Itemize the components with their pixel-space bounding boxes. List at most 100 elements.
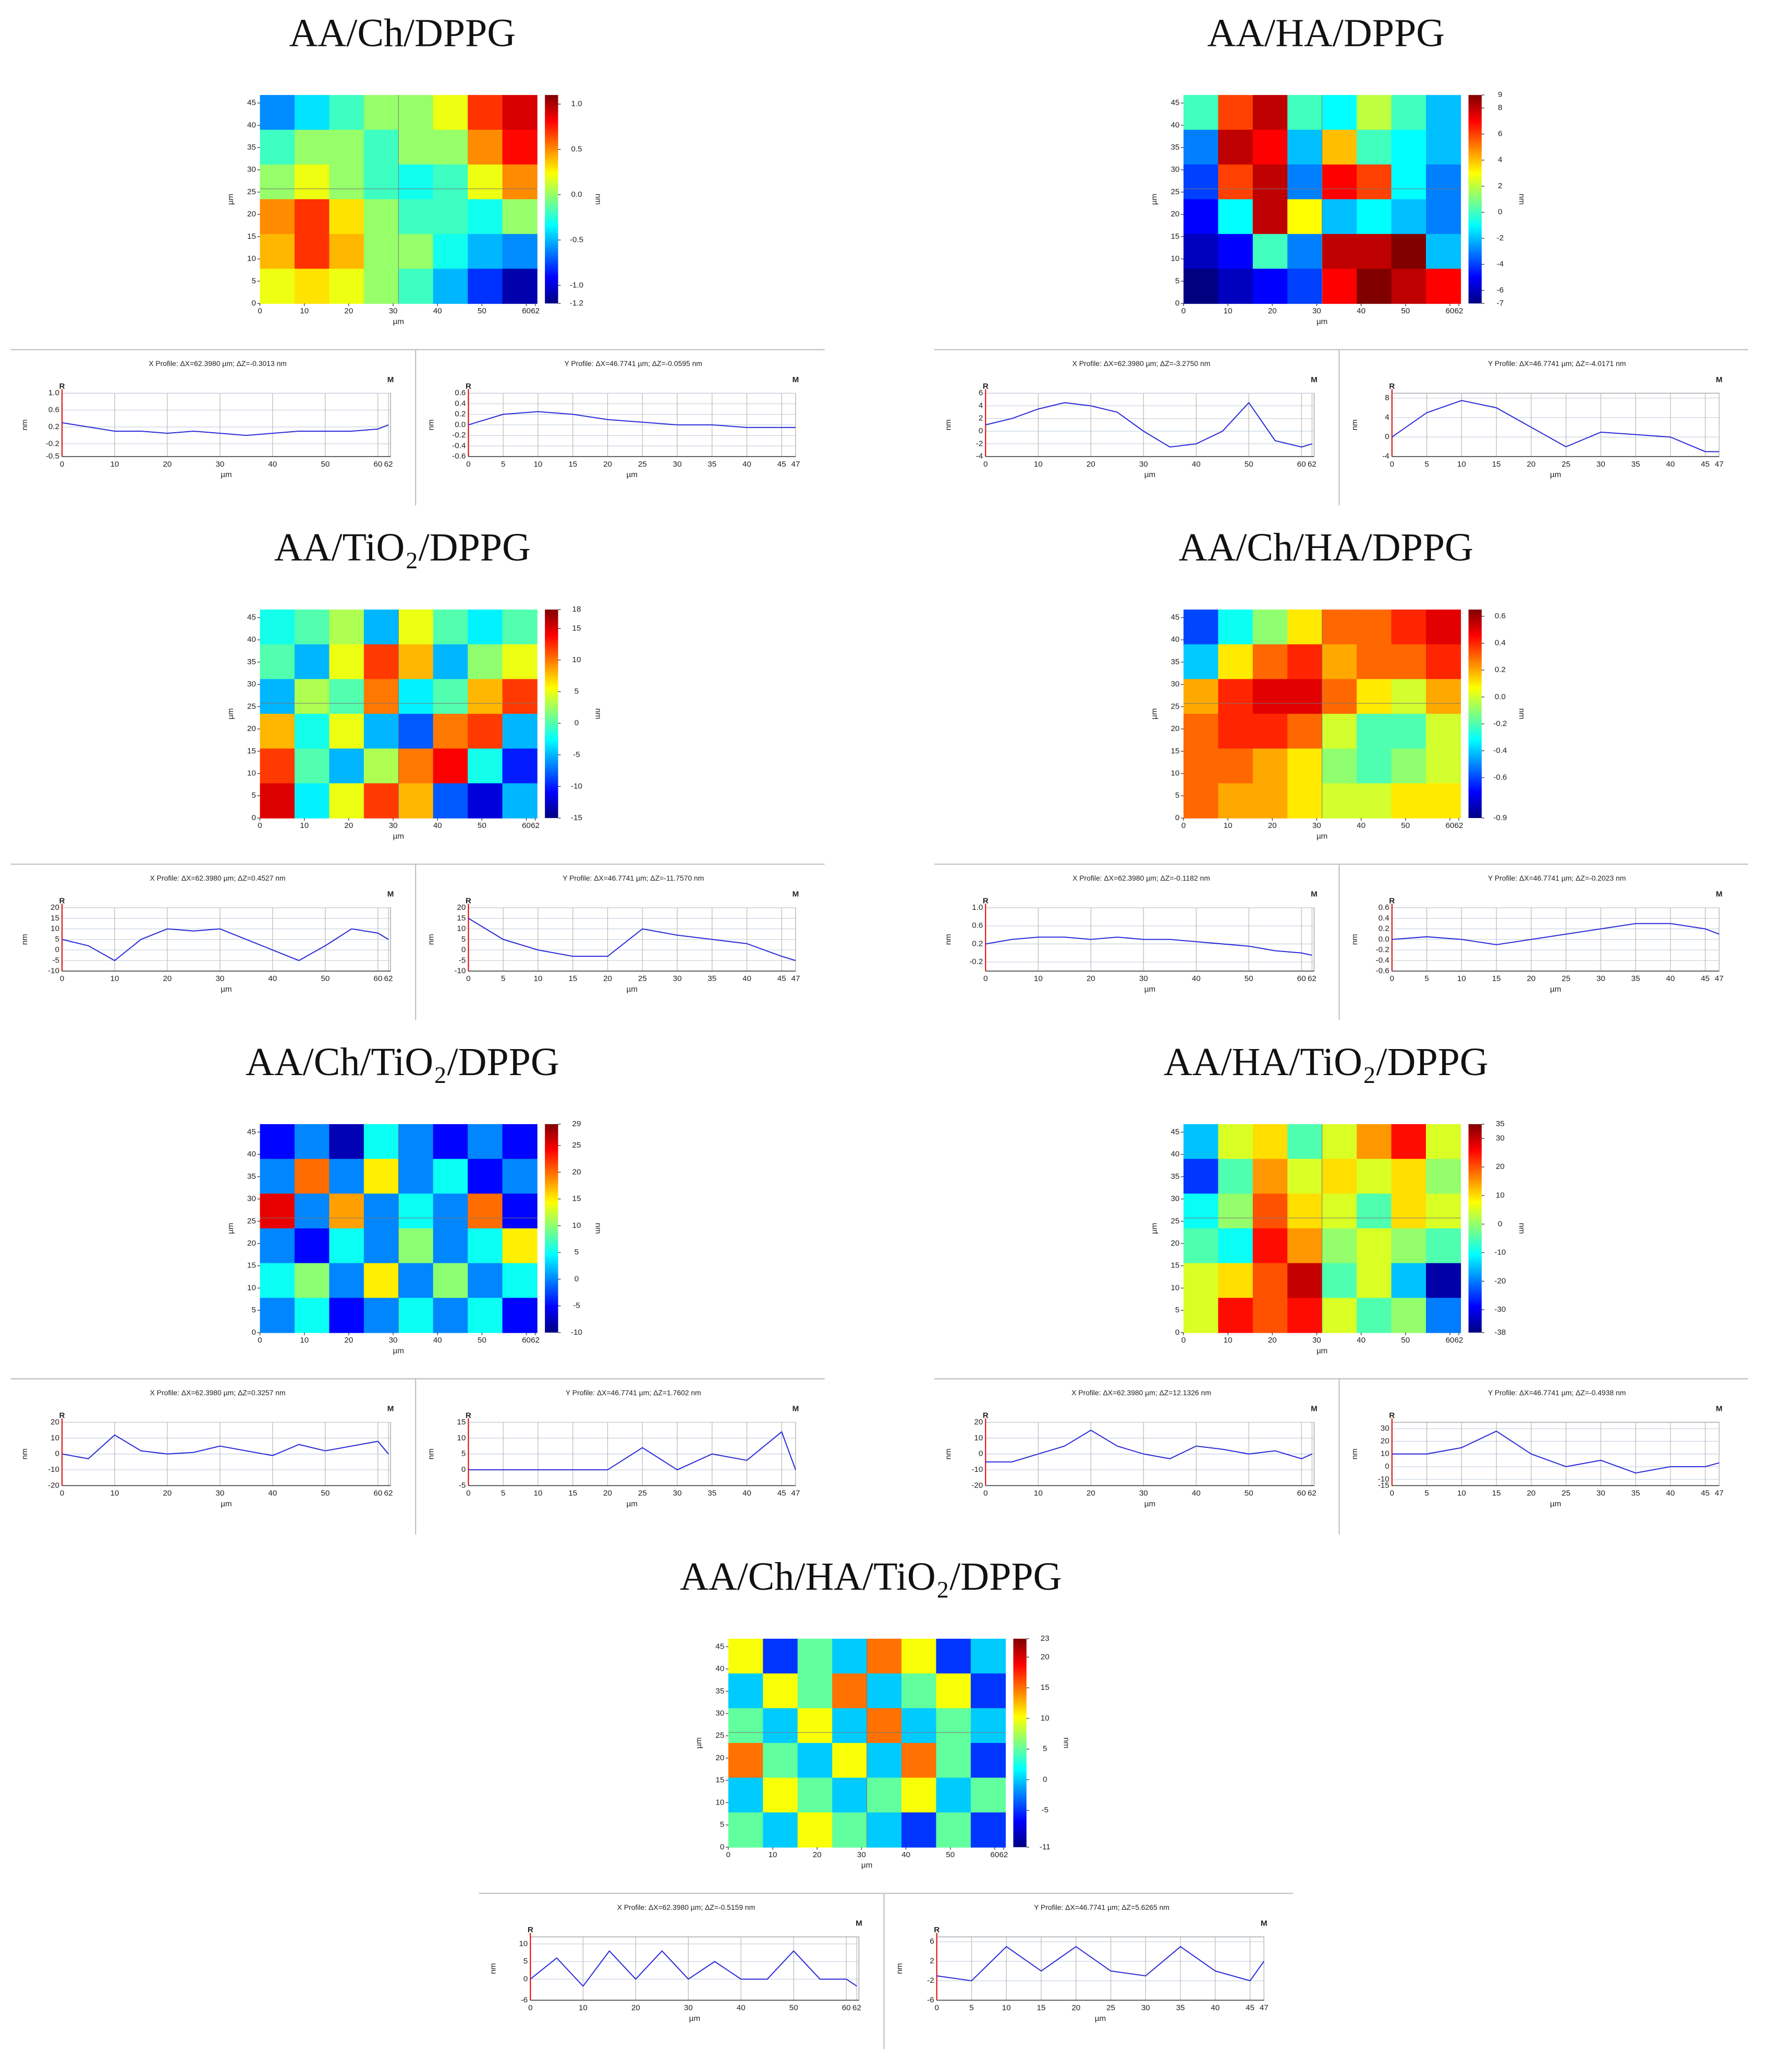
y-axis-label: nm — [20, 1448, 29, 1459]
heatmap-cell — [433, 1298, 468, 1333]
y-tick-label: 40 — [1170, 635, 1179, 644]
y-tick-label: -2 — [976, 439, 983, 448]
heatmap-cell — [1322, 644, 1357, 680]
heatmap-cell — [398, 1298, 434, 1333]
colorbar-tick-label: -30 — [1494, 1305, 1506, 1314]
x-tick-label: 35 — [708, 1489, 716, 1498]
x-axis-label: µm — [1144, 985, 1155, 994]
heatmap-cell — [1218, 199, 1253, 235]
heatmap-cell — [433, 1124, 468, 1160]
x-tick-label: 0 — [60, 460, 64, 469]
heatmap-cell — [294, 1193, 330, 1229]
marker-m: M — [1261, 1919, 1267, 1928]
heatmap-cell — [433, 129, 468, 165]
y-tick-label: -20 — [971, 1481, 983, 1490]
panel-title: AA/HA/TiO₂/DPPG — [1164, 1040, 1489, 1084]
colorbar-tick-label: 9 — [1498, 90, 1502, 99]
y-tick-label: 0 — [251, 299, 255, 308]
y-axis-label: nm — [944, 934, 953, 945]
y-tick-label: 20 — [1170, 1239, 1179, 1248]
x-tick-label: 62 — [1455, 307, 1464, 315]
heatmap-cell — [1322, 748, 1357, 784]
x-tick-label: 40 — [1666, 1489, 1675, 1498]
colorbar-tick-label: -38 — [1494, 1328, 1506, 1337]
x-tick-label: 25 — [638, 460, 647, 469]
marker-m: M — [1311, 375, 1318, 384]
heatmap-cell — [1183, 129, 1219, 165]
colorbar-tick-label: 0 — [575, 1274, 579, 1283]
heatmap-cell — [398, 1228, 434, 1264]
heatmap-cell — [901, 1812, 937, 1848]
x-tick-label: 10 — [1457, 974, 1466, 983]
heatmap-cell — [1357, 714, 1392, 749]
marker-r: R — [1389, 1411, 1395, 1420]
x-tick-label: 25 — [638, 974, 647, 983]
heatmap-cell — [1357, 748, 1392, 784]
heatmap-cell — [398, 1124, 434, 1160]
marker-r: R — [934, 1925, 940, 1934]
colorbar-tick-label: 15 — [572, 624, 581, 632]
y-tick-label: 0 — [55, 945, 59, 954]
profile-line — [985, 401, 1312, 448]
heatmap-cell — [329, 164, 364, 200]
y-tick-label: 25 — [247, 1216, 256, 1225]
x-tick-label: 45 — [1246, 2004, 1254, 2013]
marker-r: R — [466, 1411, 471, 1420]
x-tick-label: 20 — [603, 974, 612, 983]
heatmap-cell — [502, 199, 538, 235]
marker-m: M — [792, 1405, 799, 1413]
heatmap-cell — [1425, 234, 1461, 270]
heatmap-cell — [1287, 199, 1323, 235]
y-tick-label: 6 — [930, 1937, 934, 1946]
y-tick-label: 15 — [715, 1776, 724, 1785]
y-tick-label: 35 — [247, 1172, 256, 1181]
colorbar-tick-label: -4 — [1497, 260, 1504, 269]
heatmap-cell — [1322, 1193, 1357, 1229]
x-tick-label: 0 — [466, 974, 470, 983]
y-axis-label: nm — [1350, 1448, 1359, 1459]
heatmap-cell — [363, 234, 399, 270]
x-tick-label: 40 — [1357, 821, 1365, 830]
profile-line — [985, 1429, 1312, 1462]
heatmap-cell — [832, 1812, 868, 1848]
heatmap-cell — [763, 1708, 798, 1744]
y-tick-label: 40 — [247, 635, 256, 644]
marker-m: M — [792, 375, 799, 384]
heatmap-cell — [468, 164, 503, 200]
x-axis-label: µm — [221, 985, 231, 994]
y-tick-label: 45 — [247, 1127, 256, 1136]
heatmap-cell — [260, 679, 295, 714]
x-axis-label: µm — [861, 1861, 872, 1870]
x-tick-label: 50 — [321, 460, 330, 469]
heatmap-cell — [1183, 234, 1219, 270]
heatmap-cell — [363, 1298, 399, 1333]
heatmap-cell — [1357, 1228, 1392, 1264]
y-tick-label: 30 — [247, 680, 256, 689]
heatmap-cell — [1218, 164, 1253, 200]
heatmap-cell — [1218, 129, 1253, 165]
y-tick-label: 2 — [979, 414, 983, 423]
x-tick-label: 0 — [934, 2004, 938, 2013]
heatmap-cell — [363, 199, 399, 235]
y-axis-label: µm — [226, 193, 235, 204]
x-tick-label: 50 — [1401, 821, 1410, 830]
colorbar-tick-label: -6 — [1497, 286, 1504, 295]
colorbar-tick-label: 15 — [1041, 1683, 1050, 1692]
y-tick-label: -15 — [1378, 1481, 1389, 1490]
colorbar — [545, 95, 558, 304]
colorbar-tick-label: -0.5 — [570, 235, 583, 244]
y-tick-label: 10 — [51, 1433, 59, 1442]
y-tick-label: -4 — [1382, 452, 1389, 461]
heatmap-cell — [433, 610, 468, 645]
colorbar-tick-label: 0 — [1043, 1775, 1047, 1784]
heatmap-cell — [294, 644, 330, 680]
x-tick-label: 60 — [1445, 1336, 1454, 1345]
heatmap-cell — [970, 1638, 1006, 1674]
y-tick-label: 25 — [715, 1731, 724, 1740]
x-axis-label: µm — [626, 985, 637, 994]
heatmap-cell — [1391, 714, 1426, 749]
x-tick-label: 30 — [1141, 2004, 1150, 2013]
x-tick-label: 15 — [1492, 1489, 1501, 1498]
heatmap-cell — [1252, 1263, 1288, 1298]
heatmap-cell — [1425, 1228, 1461, 1264]
